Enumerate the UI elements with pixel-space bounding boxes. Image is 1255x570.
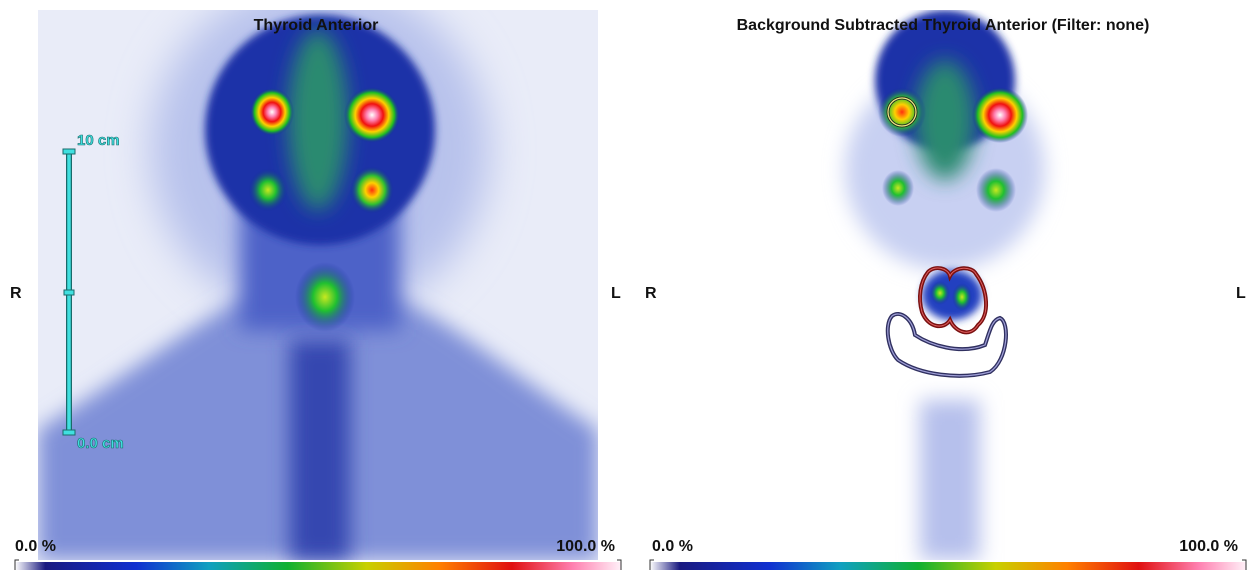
roi [887, 97, 917, 127]
roi [919, 267, 987, 333]
scan-image [38, 10, 598, 560]
orientation-label: L [611, 285, 621, 302]
colorbar-bracket [649, 559, 1247, 570]
colorbar-min: 0.0 % [15, 538, 56, 555]
orientation-label: R [10, 285, 22, 302]
roi [887, 313, 1007, 377]
colorbar-bracket [14, 559, 622, 570]
colorbar-max: 100.0 % [1179, 538, 1238, 555]
colorbar [650, 562, 1246, 570]
orientation-label: R [645, 285, 657, 302]
colorbar-min: 0.0 % [652, 538, 693, 555]
scale-min: 0.0 cm [77, 435, 124, 452]
colorbar [15, 562, 621, 570]
colorbar-max: 100.0 % [556, 538, 615, 555]
subtracted-image [660, 10, 1230, 560]
panel-title: Background Subtracted Thyroid Anterior (… [737, 17, 1150, 34]
scale-bar [62, 148, 76, 436]
scale-max: 10 cm [77, 132, 120, 149]
panel-title: Thyroid Anterior [254, 17, 379, 34]
orientation-label: L [1236, 285, 1246, 302]
